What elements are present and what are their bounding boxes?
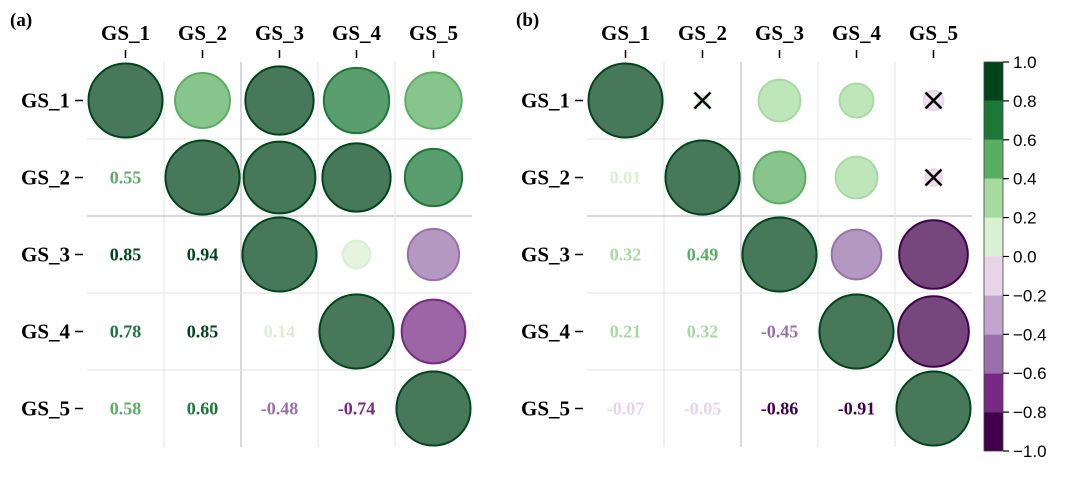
not-significant-cross-icon [924,91,943,110]
colorbar-segment [984,139,1003,179]
correlation-value: 0.78 [110,322,142,342]
correlation-circle [322,66,391,135]
colorbar-tick-label: 0.4 [1013,170,1037,189]
correlation-value: -0.91 [838,399,876,419]
correlation-value: 0.32 [687,322,719,342]
correlation-circle [752,150,807,205]
panel-label: (a) [10,10,32,31]
correlation-circle [898,219,969,290]
column-tick-label: GS_3 [255,21,304,45]
correlation-value: 0.01 [610,168,642,188]
correlation-value: 0.85 [110,245,142,265]
column-tick-label: GS_4 [832,21,882,45]
correlation-value: 0.55 [110,168,142,188]
correlation-value: 0.32 [610,245,642,265]
correlation-circle [403,147,464,208]
diagonal-circle [741,216,818,293]
row-tick-label: GS_1 [521,89,570,113]
diagonal-circle [164,139,241,216]
colorbar-tick-label: 0.0 [1013,248,1037,267]
colorbar-tick-label: 0.2 [1013,209,1037,228]
colorbar-tick-label: 0.6 [1013,131,1037,150]
diagonal-circle [587,62,664,139]
row-tick-label: GS_4 [21,320,71,344]
diagonal-circle [87,62,164,139]
not-significant-cross-icon [924,168,943,187]
colorbar-segment [984,62,1003,101]
correlation-value: 0.58 [110,399,142,419]
column-tick-label: GS_3 [755,21,804,45]
correlation-value: 0.94 [187,245,219,265]
correlation-value: -0.05 [684,399,722,419]
correlation-circle [897,295,970,368]
panel-label: (b) [516,10,539,31]
row-tick-label: GS_5 [21,397,70,421]
panel-a: (a) GS_1 GS_2 GS_3 GS_4 GS_5 GS_1 GS_2 GS_3 GS_4 G… [10,10,472,447]
panel-b: (b) GS_1 GS_2 GS_3 GS_4 GS_5 GS_1 GS_2 GS_3 GS_4 G… [516,10,972,447]
colorbar-segment [984,334,1003,374]
correlation-circle [341,239,372,270]
grid-lines [87,62,472,447]
colorbar-segment [984,217,1003,257]
correlation-value: -0.48 [261,399,299,419]
correlation-circle [757,78,802,123]
correlation-circle [834,155,879,200]
colorbar: 1.0 0.8 0.6 0.4 0.2 0.0 −0.2 −0.4 −0.6 −0.8 −1.0 [983,53,1047,461]
column-tick-label: GS_4 [332,21,382,45]
colorbar-segment [984,295,1003,335]
grid-lines [587,62,972,447]
column-tick-label: GS_5 [909,21,958,45]
correlation-circle [406,227,461,282]
row-tick-label: GS_5 [521,397,570,421]
colorbar-tick-label: 1.0 [1013,53,1037,72]
diagonal-circle [895,370,972,447]
colorbar-segment [984,100,1003,140]
row-tick-label: GS_3 [521,243,570,267]
colorbar-segment [984,178,1003,218]
correlation-value: -0.74 [338,399,376,419]
colorbar-tick-label: −1.0 [1013,442,1047,461]
colorbar-segment [984,256,1003,296]
row-tick-label: GS_3 [21,243,70,267]
correlation-circle [404,71,463,130]
diagonal-circle [818,293,895,370]
row-tick-label: GS_1 [21,89,70,113]
column-tick-label: GS_2 [178,21,227,45]
column-tick-label: GS_5 [409,21,458,45]
colorbar-tick-label: −0.8 [1013,403,1047,422]
colorbar-tick-label: −0.2 [1013,286,1047,305]
row-tick-label: GS_2 [21,166,70,190]
correlation-circle [838,82,875,119]
colorbar-tick-label: −0.4 [1013,325,1047,344]
diagonal-circle [318,293,395,370]
row-tick-label: GS_2 [521,166,570,190]
correlation-value: 0.60 [187,399,219,419]
row-tick-label: GS_4 [521,320,571,344]
column-tick-label: GS_1 [601,21,650,45]
diagonal-circle [241,216,318,293]
correlation-value: 0.49 [687,245,719,265]
not-significant-cross-icon [693,91,712,110]
column-tick-label: GS_2 [678,21,727,45]
correlation-circle [321,142,392,213]
colorbar-segment [984,373,1003,413]
column-tick-label: GS_1 [101,21,150,45]
correlation-circle [400,298,467,365]
correlation-value: 0.21 [610,322,642,342]
colorbar-segment [984,412,1003,451]
correlation-circle [244,65,315,136]
correlation-value: 0.85 [187,322,219,342]
diagonal-circle [664,139,741,216]
correlation-value: -0.07 [607,399,645,419]
diagonal-circle [395,370,472,447]
correlation-circle [830,228,883,281]
colorbar-tick-label: 0.8 [1013,92,1037,111]
colorbar-tick-label: −0.6 [1013,364,1047,383]
correlation-value: -0.86 [761,399,799,419]
correlation-circle [242,140,317,215]
correlation-value: -0.45 [761,322,799,342]
correlation-circle [174,72,231,129]
correlation-value: 0.14 [264,322,296,342]
